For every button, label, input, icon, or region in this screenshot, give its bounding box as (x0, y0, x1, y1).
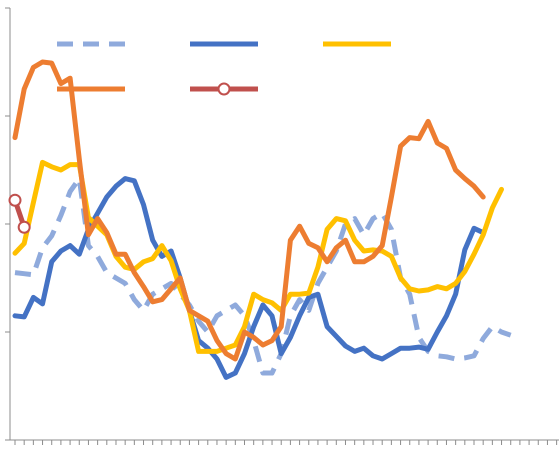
series-line-3 (12, 159, 504, 354)
series-5-point (17, 220, 31, 234)
series-5-point (8, 193, 22, 207)
legend (57, 41, 391, 96)
series-layer (8, 59, 512, 380)
legend-marker-5 (217, 82, 231, 96)
series-line-4 (12, 59, 486, 362)
x-axis (10, 439, 559, 445)
y-axis (5, 7, 11, 441)
